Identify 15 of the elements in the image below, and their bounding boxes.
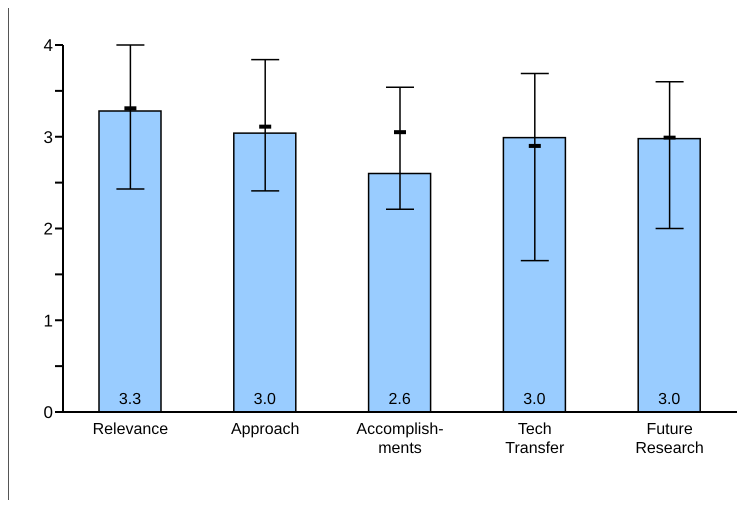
data-label: 2.6 xyxy=(388,391,411,408)
x-tick-label: Accomplish- ments xyxy=(356,421,444,457)
data-label: 3.0 xyxy=(254,391,276,408)
data-label: 3.0 xyxy=(658,391,680,408)
y-tick-label: 1 xyxy=(44,311,53,330)
y-tick-label: 3 xyxy=(44,128,53,147)
data-label: 3.0 xyxy=(523,391,546,408)
x-tick-label: Tech Transfer xyxy=(505,421,565,457)
x-tick-label: Future Research xyxy=(635,421,704,457)
y-tick-label: 4 xyxy=(44,36,53,56)
y-tick-label: 0 xyxy=(44,403,53,422)
x-tick-label: Approach xyxy=(230,421,300,438)
x-tick-label: Relevance xyxy=(92,421,168,438)
y-tick-label: 2 xyxy=(44,220,53,239)
data-label: 3.3 xyxy=(118,391,142,408)
